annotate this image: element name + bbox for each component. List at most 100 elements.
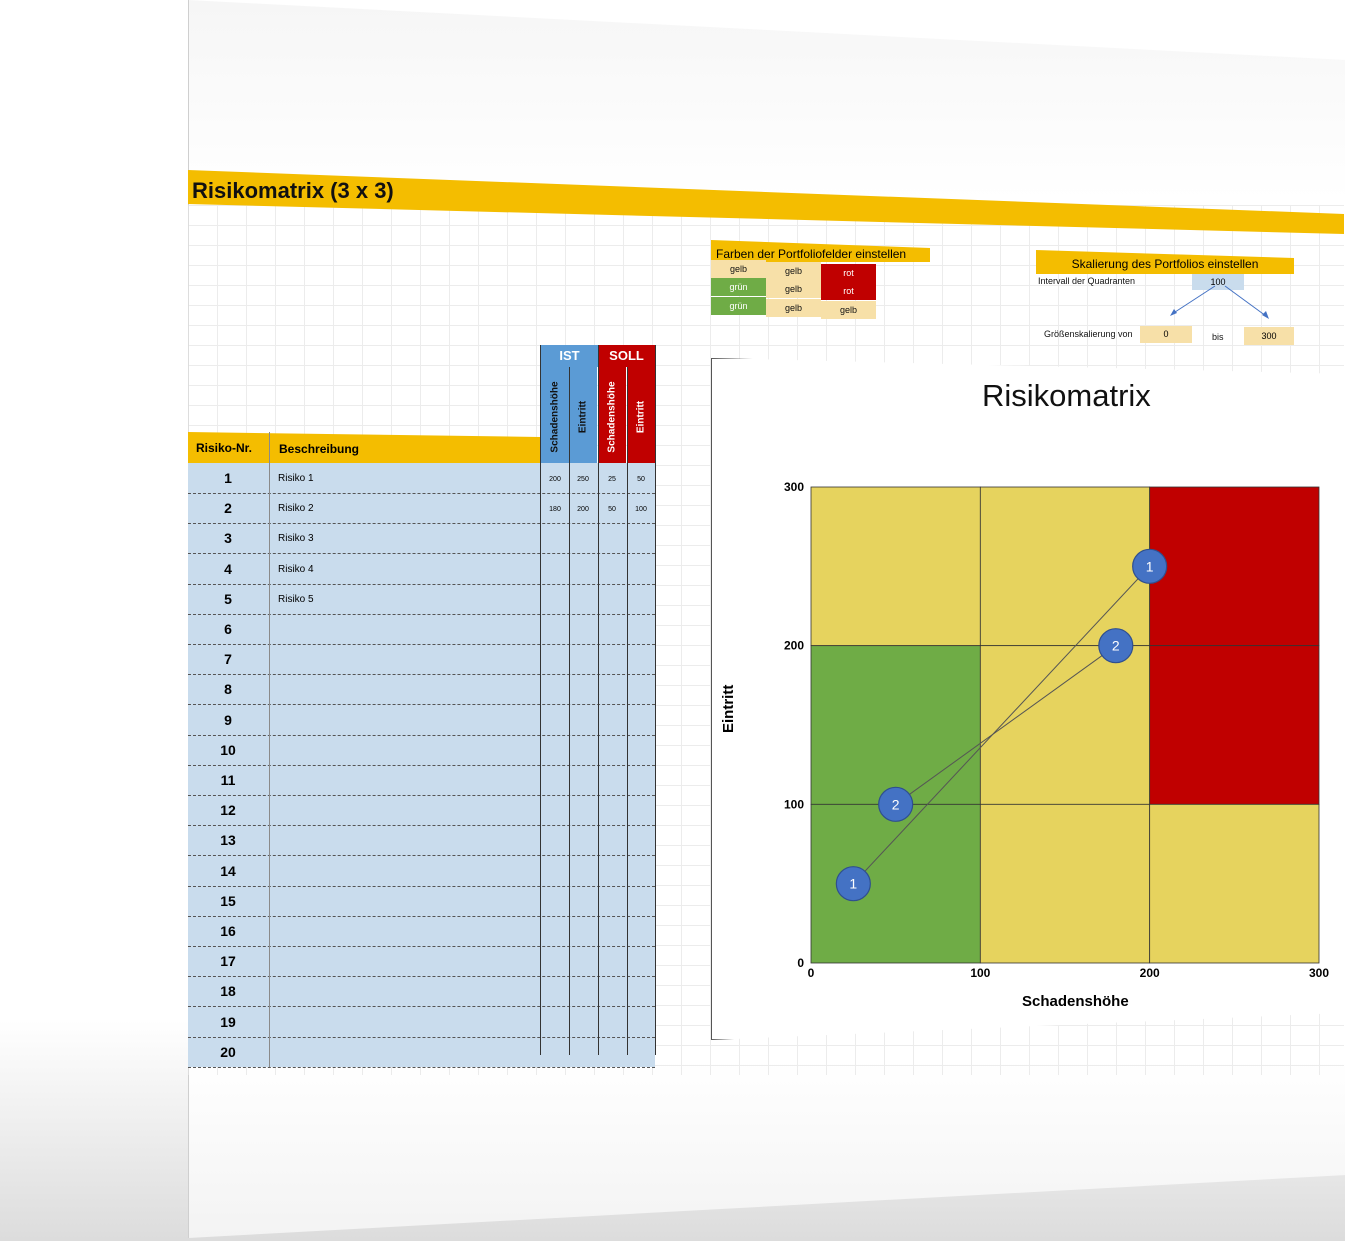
farben-cell-1-2[interactable]: rot — [821, 282, 876, 300]
quadrant-0-0 — [810, 486, 981, 647]
farben-cell-0-0[interactable]: gelb — [711, 260, 766, 278]
x-tick-label: 100 — [970, 966, 990, 980]
risiko-nr-cell[interactable]: 9 — [224, 711, 232, 728]
ist-header: IST — [541, 345, 598, 367]
ist-eintritt-cell[interactable]: 250 — [577, 476, 589, 483]
connection-line — [895, 645, 1117, 805]
table-row[interactable]: 8 — [188, 674, 655, 706]
header-beschreibung: Beschreibung — [279, 442, 360, 456]
risk-bubble-label: 2 — [892, 796, 900, 812]
x-tick-label: 0 — [808, 966, 815, 980]
soll-eintritt-cell[interactable]: 50 — [637, 476, 645, 483]
beschreibung-cell[interactable]: Risiko 5 — [278, 593, 314, 605]
ist-eintritt-cell[interactable]: 200 — [577, 506, 589, 514]
risk-bubble-label: 2 — [1112, 638, 1120, 654]
risiko-nr-cell[interactable]: 7 — [224, 651, 232, 668]
risiko-nr-cell[interactable]: 19 — [220, 1013, 236, 1030]
header-risiko-nr: Risiko-Nr. — [196, 441, 253, 455]
beschreibung-cell[interactable]: Risiko 4 — [278, 563, 314, 575]
risiko-nr-cell[interactable]: 15 — [220, 892, 236, 909]
risiko-nr-cell[interactable]: 6 — [224, 621, 232, 637]
quadrant-2-1 — [979, 803, 1151, 964]
risiko-nr-cell[interactable]: 17 — [220, 953, 236, 970]
risiko-nr-cell[interactable]: 20 — [220, 1043, 236, 1060]
risk-bubble — [878, 786, 914, 822]
intervall-input[interactable]: 100 — [1192, 274, 1244, 290]
risiko-nr-cell[interactable]: 3 — [224, 530, 232, 547]
y-tick-label: 0 — [797, 956, 804, 970]
soll-eintritt-cell[interactable]: 100 — [635, 506, 647, 514]
table-row[interactable]: 12 — [188, 795, 655, 827]
risiko-nr-cell[interactable]: 5 — [224, 590, 232, 607]
risiko-nr-cell[interactable]: 4 — [224, 560, 232, 577]
bis-input[interactable]: 300 — [1244, 327, 1294, 345]
table-header-row — [188, 432, 540, 466]
ist-schadenshoehe-cell[interactable]: 200 — [549, 476, 561, 483]
risiko-nr-cell[interactable]: 18 — [220, 983, 236, 1000]
ist-schadenshoehe-header: Schadenshöhe — [541, 367, 569, 467]
farben-cell-2-2[interactable]: gelb — [821, 301, 876, 319]
table-row[interactable]: 16 — [188, 916, 655, 947]
risiko-nr-cell[interactable]: 1 — [224, 470, 232, 486]
col-divider — [655, 345, 656, 1055]
risiko-nr-cell[interactable]: 8 — [224, 681, 232, 698]
table-row[interactable]: 17 — [188, 946, 655, 978]
farben-cell-1-0[interactable]: grün — [711, 278, 766, 296]
table-row[interactable]: 5 Risiko 5 — [188, 584, 655, 615]
sheet-title: Risikomatrix (3 x 3) — [192, 178, 394, 203]
y-tick-label: 300 — [784, 480, 804, 494]
table-row[interactable]: 11 — [188, 765, 655, 796]
table-row[interactable]: 18 — [188, 976, 655, 1008]
chart-title: Risikomatrix — [982, 378, 1151, 413]
table-row[interactable]: 4 Risiko 4 — [188, 554, 655, 585]
ist-schadenshoehe-cell[interactable]: 180 — [549, 506, 561, 514]
table-row[interactable]: 14 — [188, 856, 655, 887]
risiko-nr-cell[interactable]: 10 — [220, 741, 236, 758]
connection-line — [852, 565, 1151, 885]
farben-cell-0-2[interactable]: rot — [821, 264, 876, 282]
von-input[interactable]: 0 — [1140, 326, 1192, 343]
col-divider — [569, 367, 570, 1055]
y-tick-label: 100 — [784, 797, 804, 811]
table-row[interactable]: 6 — [188, 614, 655, 645]
risiko-nr-cell[interactable]: 11 — [220, 772, 236, 788]
table-row[interactable]: 15 — [188, 886, 655, 917]
farben-cell-2-0[interactable]: grün — [711, 297, 766, 315]
col-divider — [598, 345, 599, 1055]
risiko-nr-cell[interactable]: 2 — [224, 500, 232, 517]
risk-bubble — [1098, 628, 1134, 664]
beschreibung-cell[interactable]: Risiko 1 — [278, 473, 314, 484]
col-divider — [540, 345, 541, 1055]
farben-cell-1-1[interactable]: gelb — [766, 280, 821, 298]
beschreibung-cell[interactable]: Risiko 3 — [278, 533, 314, 545]
col-divider — [269, 432, 270, 1067]
soll-eintritt-header: Eintritt — [627, 367, 655, 467]
quadrant-0-1 — [979, 486, 1151, 647]
risiko-nr-cell[interactable]: 13 — [220, 832, 236, 849]
x-tick-label: 300 — [1309, 966, 1329, 980]
quadrant-1-0 — [810, 645, 981, 805]
skalierung-arrows-icon — [1170, 285, 1269, 319]
table-row[interactable]: 13 — [188, 825, 655, 857]
quadrant-2-2 — [1149, 803, 1320, 964]
risiko-nr-cell[interactable]: 16 — [220, 923, 236, 939]
risiko-nr-cell[interactable]: 12 — [220, 802, 236, 819]
table-row[interactable]: 10 — [188, 735, 655, 766]
beschreibung-cell[interactable]: Risiko 2 — [278, 503, 314, 515]
table-row[interactable]: 2 Risiko 2 180 200 50 100 — [188, 493, 655, 525]
table-row[interactable]: 7 — [188, 644, 655, 676]
x-axis-title: Schadenshöhe — [1022, 993, 1129, 1010]
farben-cell-0-1[interactable]: gelb — [766, 262, 821, 280]
farben-cell-2-1[interactable]: gelb — [766, 299, 821, 317]
table-row[interactable]: 19 — [188, 1007, 655, 1038]
soll-schadenshoehe-cell[interactable]: 50 — [608, 506, 616, 514]
soll-schadenshoehe-cell[interactable]: 25 — [608, 476, 616, 483]
table-row[interactable]: 1 Risiko 1 200 250 25 50 — [188, 463, 655, 494]
soll-header: SOLL — [598, 345, 655, 367]
risiko-nr-cell[interactable]: 14 — [220, 862, 236, 879]
table-row[interactable]: 20 — [188, 1037, 655, 1068]
table-row[interactable]: 3 Risiko 3 — [188, 523, 655, 555]
table-row[interactable]: 9 — [188, 705, 655, 736]
risk-bubble — [1132, 548, 1168, 584]
